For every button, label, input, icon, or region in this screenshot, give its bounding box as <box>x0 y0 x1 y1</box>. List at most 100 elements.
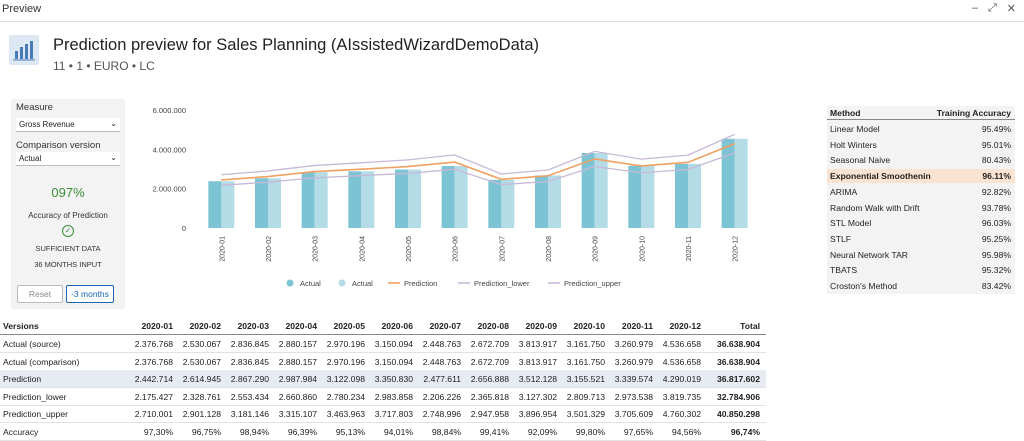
measure-select[interactable]: Gross Revenue ⌄ <box>16 118 120 132</box>
sufficient-data-label: SUFFICIENT DATA <box>35 244 101 253</box>
method-accuracy: 83.42% <box>981 281 1011 291</box>
method-name: Holt Winters <box>830 139 877 150</box>
value-cell: 2020-04 <box>285 321 317 331</box>
value-cell: 2.175.427 <box>134 391 173 402</box>
reset-button[interactable]: Reset <box>17 285 63 303</box>
bar-actual <box>721 138 735 228</box>
value-cell: 3.501.329 <box>566 409 605 419</box>
method-accuracy: 95.98% <box>981 249 1011 260</box>
value-cell: 3.717.803 <box>374 409 413 419</box>
method-row: STL Model 96.03% <box>827 216 1015 230</box>
x-tick-label: 2020-09 <box>593 236 600 262</box>
method-row: Seasonal Naive 80.43% <box>827 153 1015 167</box>
method-row: Random Walk with Drift 93.78% <box>827 201 1015 215</box>
bar-actual <box>441 166 455 228</box>
bar-actual-comparison <box>361 171 375 228</box>
x-tick-label: 2020-06 <box>453 236 460 262</box>
minimize-icon[interactable]: – <box>971 2 978 14</box>
x-tick-label: 2020-04 <box>359 236 366 262</box>
value-cell: 2.660.860 <box>278 391 317 402</box>
method-row: Exponential Smoothenin 96.11% <box>827 169 1015 184</box>
value-cell: 3.315.107 <box>278 409 317 419</box>
legend-label: Actual <box>300 279 321 288</box>
method-accuracy: 95.32% <box>981 265 1011 276</box>
value-cell: 2020-06 <box>381 321 413 331</box>
row-label: Prediction_lower <box>3 391 67 402</box>
value-cell: 3.813.917 <box>518 356 557 367</box>
window-titlebar: Preview – ⤢ ✕ <box>0 0 1024 22</box>
total-cell: 36.817.602 <box>716 374 760 384</box>
close-icon[interactable]: ✕ <box>1006 3 1016 15</box>
expand-icon[interactable]: ⤢ <box>987 2 997 14</box>
value-cell: 4.536.658 <box>662 339 701 349</box>
page-title: Prediction preview for Sales Planning (A… <box>53 36 540 54</box>
method-accuracy: 80.43% <box>981 155 1011 166</box>
value-cell: 3.122.098 <box>326 374 365 384</box>
bar-actual <box>488 179 502 228</box>
bar-actual <box>395 169 408 228</box>
value-cell: 2.867.290 <box>230 374 269 384</box>
total-cell: 32.784.906 <box>716 391 760 402</box>
value-cell: 4.760.302 <box>662 409 701 419</box>
measure-value: Gross Revenue <box>19 120 75 129</box>
method-name: Exponential Smoothenin <box>830 171 931 182</box>
total-cell: 36.638.904 <box>716 356 760 367</box>
bar-actual <box>208 181 222 228</box>
method-accuracy: 95.25% <box>981 233 1011 244</box>
value-cell: 2.987.984 <box>278 374 317 384</box>
value-cell: 2.901.128 <box>182 409 221 419</box>
value-cell: 99,41% <box>479 426 509 437</box>
value-cell: 2.780.234 <box>326 391 365 402</box>
value-cell: 3.260.979 <box>614 339 653 349</box>
bar-actual-comparison <box>454 166 468 228</box>
value-cell: 2.748.996 <box>422 409 461 419</box>
legend-marker <box>286 279 294 287</box>
row-label: Prediction <box>3 374 42 384</box>
methods-table: Method Training Accuracy Linear Model 95.49… <box>827 106 1015 294</box>
value-cell: 2.448.763 <box>422 339 461 349</box>
value-cell: 3.896.954 <box>518 409 557 419</box>
check-icon: ✓ <box>62 225 74 237</box>
y-tick-label: 0 <box>182 224 186 233</box>
method-row: ARIMA 92.82% <box>827 185 1015 199</box>
method-name: Neural Network TAR <box>830 249 909 260</box>
value-cell: 92,09% <box>527 426 557 437</box>
method-row: Linear Model 95.49% <box>827 122 1015 136</box>
page-subtitle: 11 • 1 • EURO • LC <box>53 59 155 73</box>
legend-label: Prediction <box>404 279 437 288</box>
table-row: Actual (comparison) 2.376.768 2.530.067 2.8… <box>0 353 766 371</box>
value-cell: 2.376.768 <box>134 339 173 349</box>
value-cell: 2020-12 <box>669 321 701 331</box>
measure-label: Measure <box>16 102 53 113</box>
value-cell: 2020-10 <box>573 321 605 331</box>
x-tick-label: 2020-12 <box>733 236 740 262</box>
row-label: Actual (source) <box>3 339 61 349</box>
value-cell: 97,30% <box>143 426 173 437</box>
value-cell: 2.809.713 <box>566 391 605 402</box>
value-cell: 2.836.845 <box>230 356 269 367</box>
method-name: Random Walk with Drift <box>830 202 920 213</box>
bar-actual <box>348 171 362 228</box>
minus-3-months-button[interactable]: -3 months <box>66 285 114 303</box>
value-cell: 94,01% <box>383 426 413 437</box>
value-cell: 99,80% <box>575 426 605 437</box>
method-accuracy: 92.82% <box>981 186 1011 197</box>
method-row: Holt Winters 95.01% <box>827 138 1015 152</box>
x-tick-label: 2020-03 <box>313 236 320 262</box>
chart-icon <box>9 35 39 65</box>
value-cell: 98,84% <box>431 426 461 437</box>
value-cell: 4.290.019 <box>662 374 701 384</box>
value-cell: 3.150.094 <box>374 339 413 349</box>
x-tick-label: 2020-07 <box>499 236 506 262</box>
method-name: TBATS <box>830 265 858 276</box>
value-cell: 2.530.067 <box>182 356 221 367</box>
value-cell: 2.328.761 <box>182 391 221 402</box>
method-accuracy: 96.03% <box>981 218 1011 229</box>
value-cell: 98,94% <box>239 426 269 437</box>
table-row: Prediction 2.442.714 2.614.945 2.867.290 2.9… <box>0 370 766 388</box>
value-cell: 3.127.302 <box>518 391 557 402</box>
value-cell: 96,39% <box>287 426 317 437</box>
comparison-select[interactable]: Actual ⌄ <box>16 152 120 166</box>
total-cell: 40.850.298 <box>716 409 760 419</box>
value-cell: 2.553.434 <box>230 391 269 402</box>
